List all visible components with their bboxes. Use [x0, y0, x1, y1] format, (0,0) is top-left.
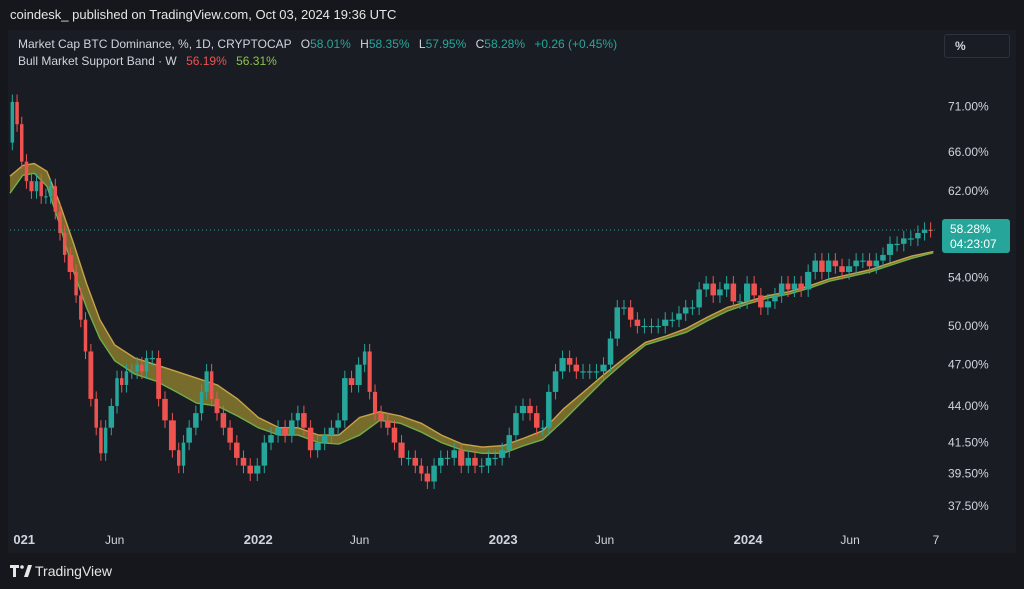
- close-value: 58.28%: [484, 37, 525, 51]
- indicator-legend[interactable]: Bull Market Support Band · W 56.19% 56.3…: [18, 54, 277, 68]
- symbol-legend[interactable]: Market Cap BTC Dominance, %, 1D, CRYPTOC…: [18, 37, 617, 51]
- high-value: 58.35%: [368, 37, 410, 51]
- chart-frame[interactable]: [8, 30, 1016, 553]
- open-label: O: [300, 37, 311, 51]
- tradingview-logo-icon: [10, 565, 32, 577]
- symbol-title: Market Cap BTC Dominance, %, 1D, CRYPTOC…: [18, 37, 292, 51]
- open-value: 58.01%: [310, 37, 351, 51]
- change-value: +0.26 (+0.45%): [534, 37, 618, 51]
- publisher-line: coindesk_ published on TradingView.com, …: [10, 7, 397, 22]
- indicator-title: Bull Market Support Band · W: [18, 54, 177, 68]
- low-value: 57.95%: [425, 37, 467, 51]
- indicator-green-value: 56.31%: [236, 54, 277, 68]
- low-label: L: [418, 37, 426, 51]
- header: coindesk_ published on TradingView.com, …: [0, 0, 1024, 30]
- close-label: C: [475, 37, 485, 51]
- indicator-red-value: 56.19%: [186, 54, 227, 68]
- brand-name: TradingView: [35, 563, 113, 579]
- footer: TradingView: [0, 553, 1024, 589]
- high-label: H: [360, 37, 369, 51]
- percent-scale-button[interactable]: %: [944, 34, 1010, 58]
